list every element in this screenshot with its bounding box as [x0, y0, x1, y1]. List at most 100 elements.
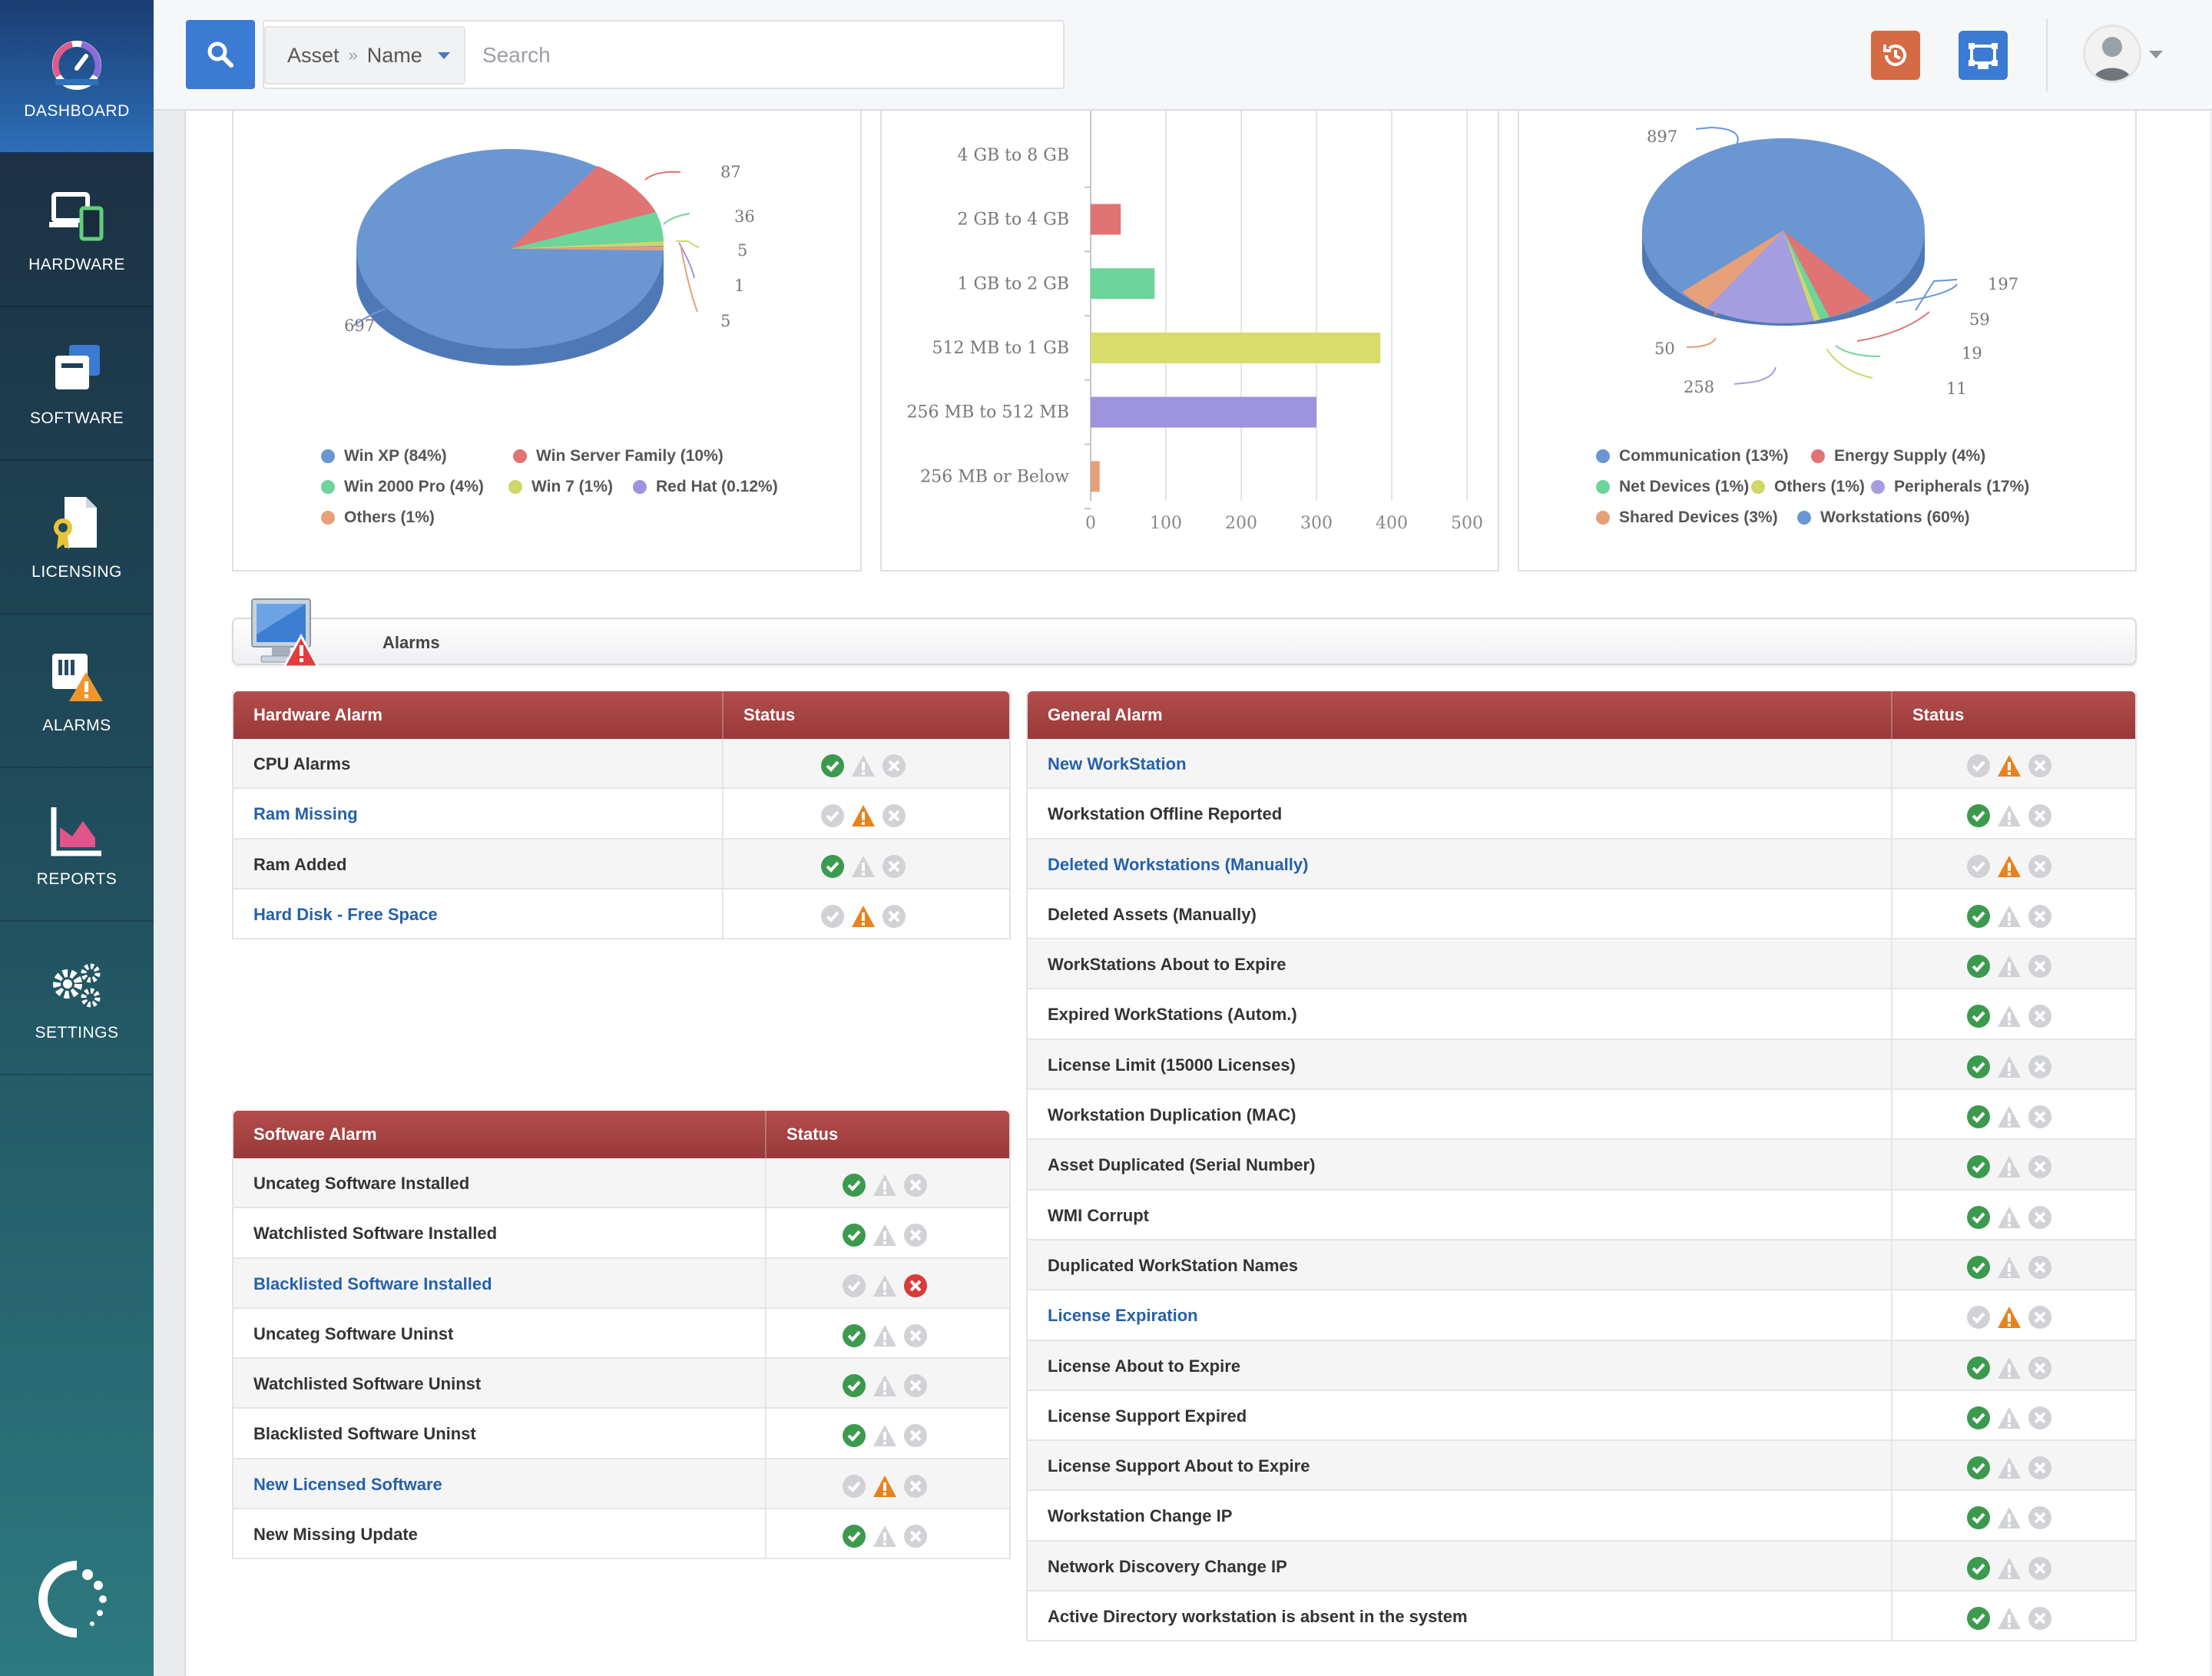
alarm-link[interactable]: Hard Disk - Free Space: [253, 904, 438, 924]
bar-3[interactable]: [1091, 332, 1381, 363]
avatar[interactable]: [2083, 25, 2141, 83]
table-header: Software Alarm Status: [233, 1111, 1009, 1158]
nav-licensing[interactable]: LICENSING: [0, 461, 154, 614]
pie-slice-shared-devices[interactable]: [1682, 230, 1783, 309]
alarm-name: Expired WorkStations (Autom.): [1048, 1005, 1297, 1025]
nav-settings[interactable]: SETTINGS: [0, 922, 154, 1075]
status-ok-icon: [1966, 1305, 1991, 1330]
legend-item[interactable]: Red Hat (0.12%): [633, 478, 778, 496]
legend-item[interactable]: Others (1%): [321, 508, 435, 527]
nav-dashboard[interactable]: DASHBOARD: [0, 0, 154, 154]
legend-item[interactable]: Peripherals (17%): [1871, 478, 2029, 496]
nav-alarms[interactable]: ALARMS: [0, 614, 154, 768]
status-ok-icon: [842, 1373, 866, 1398]
legend-item[interactable]: Win Server Family (10%): [513, 447, 724, 465]
status-icons: [1966, 1305, 2052, 1330]
table-row: Uncateg Software Uninst: [233, 1308, 1009, 1360]
status-icons: [820, 754, 906, 778]
legend-item[interactable]: Communication (13%): [1596, 447, 1789, 465]
status-warning-icon: [873, 1173, 897, 1197]
pie-slice-peripherals[interactable]: [1707, 230, 1814, 323]
search-scope-dropdown[interactable]: Asset » Name: [264, 26, 465, 84]
data-label: 897: [1647, 128, 1678, 146]
bar-2[interactable]: [1091, 268, 1155, 300]
monitor-warning-icon: [251, 598, 320, 668]
status-ok-icon: [842, 1323, 866, 1348]
pie-slice-win-server[interactable]: [510, 166, 656, 249]
table-row: License Limit (15000 Licenses): [1028, 1039, 2135, 1091]
chevron-down-icon[interactable]: [2149, 51, 2163, 58]
table-row: Deleted Assets (Manually): [1028, 889, 2135, 940]
table-row: License Support About to Expire: [1028, 1441, 2135, 1492]
status-error-icon: [903, 1524, 928, 1548]
alarm-name: WMI Corrupt: [1048, 1205, 1149, 1225]
table-row: Watchlisted Software Installed: [233, 1208, 1009, 1259]
search-button[interactable]: [186, 20, 255, 89]
legend-item[interactable]: Shared Devices (3%): [1596, 508, 1778, 527]
alarm-link[interactable]: New WorkStation: [1048, 754, 1187, 773]
software-window-icon: [55, 345, 100, 389]
alarm-link[interactable]: Ram Missing: [253, 804, 358, 824]
legend-item[interactable]: Win XP (84%): [321, 447, 447, 465]
bar-5[interactable]: [1091, 461, 1100, 492]
history-button[interactable]: [1871, 31, 1920, 80]
pie-slice-net-devices[interactable]: [1783, 230, 1830, 320]
status-warning-icon: [873, 1474, 897, 1499]
search-input[interactable]: [482, 29, 1051, 81]
status-error-icon: [903, 1373, 928, 1398]
status-error-icon: [903, 1173, 928, 1197]
table-row: WMI Corrupt: [1028, 1190, 2135, 1240]
status-ok-icon: [1966, 1105, 1991, 1129]
bar-1[interactable]: [1091, 204, 1121, 235]
pie-slice-others[interactable]: [1783, 230, 1820, 321]
pie-slice-energy-supply[interactable]: [1783, 230, 1873, 317]
status-error-icon: [2028, 1004, 2052, 1028]
status-error-icon: [903, 1223, 928, 1247]
status-ok-icon: [820, 803, 845, 828]
legend-dot: [321, 449, 335, 463]
legend-item[interactable]: Win 2000 Pro (4%): [321, 478, 484, 496]
alarm-link[interactable]: License Expiration: [1048, 1306, 1198, 1326]
licensing-certificate-icon: [54, 497, 97, 549]
legend-item[interactable]: Workstations (60%): [1797, 508, 1970, 527]
pie-slice-red-hat[interactable]: [510, 246, 664, 249]
nav-reports[interactable]: REPORTS: [0, 768, 154, 922]
table-row: Blacklisted Software Installed: [233, 1258, 1009, 1309]
search-box: Asset » Name: [263, 20, 1065, 89]
status-icons: [1966, 1255, 2052, 1280]
alarm-link[interactable]: Blacklisted Software Installed: [253, 1274, 492, 1293]
status-error-icon: [2028, 1105, 2052, 1129]
reports-chart-icon: [51, 807, 101, 856]
pie-slice-others[interactable]: [510, 247, 664, 250]
status-ok-icon: [1966, 854, 1991, 879]
legend-item[interactable]: Net Devices (1%): [1596, 478, 1749, 496]
alarms-section-header: Alarms: [232, 618, 2137, 665]
table-row: New Missing Update: [233, 1509, 1009, 1560]
status-ok-icon: [1966, 1356, 1991, 1380]
status-icons: [1966, 1456, 2052, 1480]
status-ok-icon: [842, 1423, 866, 1448]
switch-view-button[interactable]: [1959, 31, 2008, 80]
status-warning-icon: [1997, 1055, 2022, 1079]
alarm-link[interactable]: New Licensed Software: [253, 1474, 442, 1494]
search-icon: [207, 41, 233, 68]
alarm-name: Network Discovery Change IP: [1048, 1556, 1287, 1576]
hardware-devices-icon: [49, 192, 104, 241]
bar-4[interactable]: [1091, 396, 1316, 428]
alarm-link[interactable]: Deleted Workstations (Manually): [1048, 854, 1309, 874]
status-error-icon: [2028, 1055, 2052, 1079]
pie-slice-win-7[interactable]: [510, 241, 664, 249]
legend-item[interactable]: Others (1%): [1751, 478, 1865, 496]
legend-dot: [633, 480, 647, 494]
pie-slice-win-2000[interactable]: [510, 212, 664, 249]
status-icons: [1966, 754, 2052, 778]
table-row: License Expiration: [1028, 1290, 2135, 1341]
legend-item[interactable]: Energy Supply (4%): [1811, 447, 1985, 465]
legend-item[interactable]: Win 7 (1%): [508, 478, 613, 496]
nav-hardware[interactable]: HARDWARE: [0, 154, 154, 307]
status-icons: [1966, 1154, 2052, 1179]
nav-software[interactable]: SOFTWARE: [0, 307, 154, 461]
status-ok-icon: [1966, 1205, 1991, 1230]
legend-label: Win Server Family (10%): [536, 447, 724, 465]
data-label: 19: [1962, 344, 1982, 363]
